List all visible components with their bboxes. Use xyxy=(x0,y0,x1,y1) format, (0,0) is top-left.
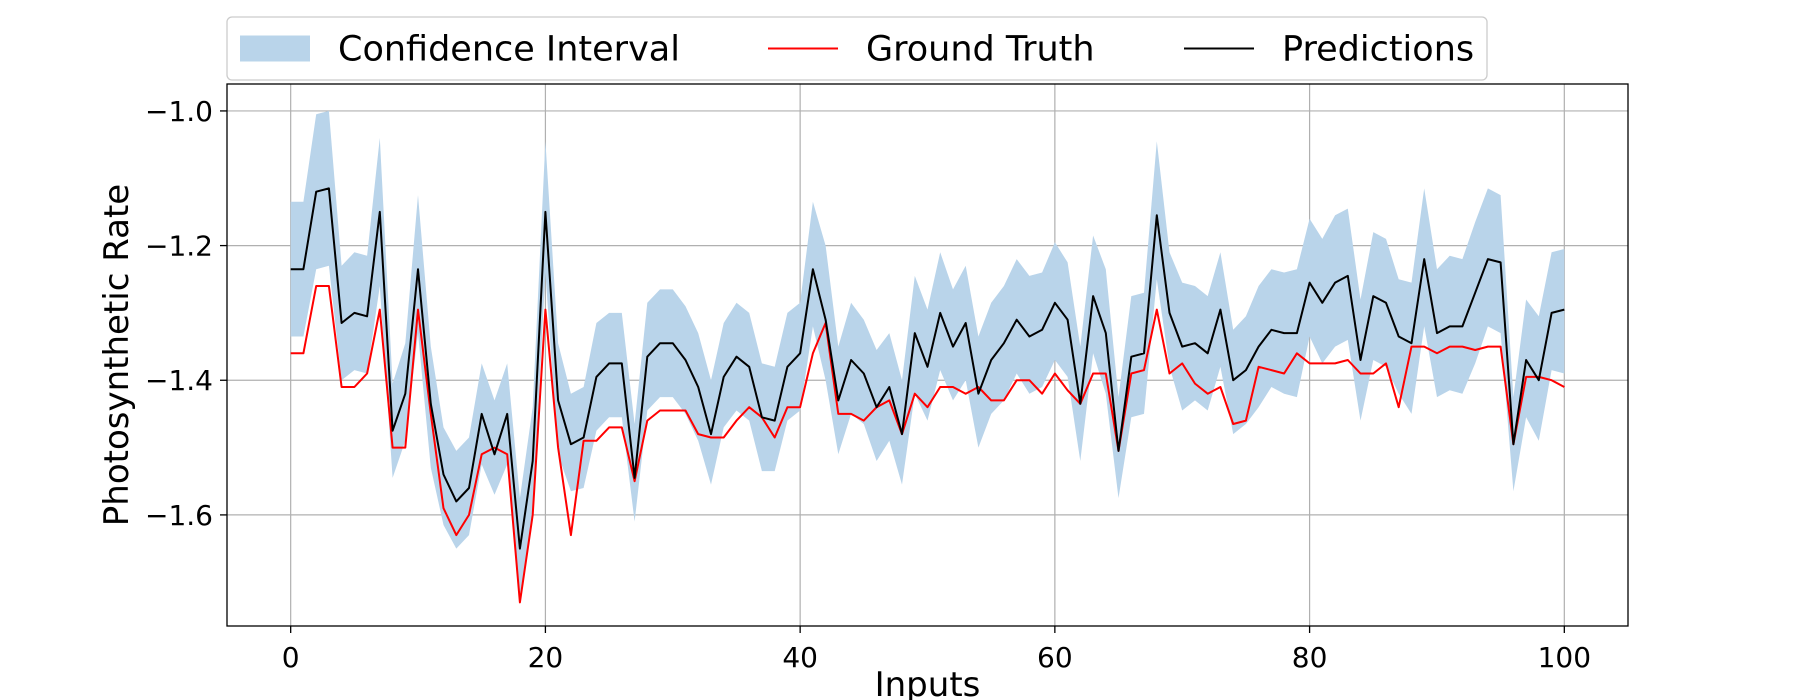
x-tick-label: 40 xyxy=(782,641,818,674)
legend: Confidence Interval Ground Truth Predictio… xyxy=(226,16,1488,81)
legend-label: Predictions xyxy=(1282,30,1474,70)
x-tick-label: 100 xyxy=(1538,641,1591,674)
confidence-interval-band xyxy=(290,110,1565,596)
predictions-line xyxy=(290,187,1565,550)
legend-item-band: Confidence Interval xyxy=(240,30,680,70)
legend-item-predictions: Predictions xyxy=(1184,30,1474,70)
y-tick-label: −1.2 xyxy=(145,230,213,263)
legend-band-swatch xyxy=(240,35,310,62)
x-tick-label: 0 xyxy=(282,641,300,674)
confidence-band-layer xyxy=(290,110,1565,596)
y-tick-label: −1.6 xyxy=(145,499,213,532)
legend-frame xyxy=(226,16,1488,81)
y-axis-label: Photosynthetic Rate xyxy=(97,184,137,526)
x-tick-label: 20 xyxy=(528,641,564,674)
y-tick-label: −1.4 xyxy=(145,364,213,397)
series-lines xyxy=(290,187,1565,604)
legend-item-ground-truth: Ground Truth xyxy=(768,30,1095,70)
plot-frame xyxy=(226,83,1629,627)
x-tick-label: 80 xyxy=(1292,641,1328,674)
x-tick-label: 60 xyxy=(1037,641,1073,674)
legend-label: Confidence Interval xyxy=(338,30,680,70)
legend-label: Ground Truth xyxy=(866,30,1095,70)
axis-ticks: 0 20 40 60 80 100 −1.6 −1.4 −1.2 −1.0 xyxy=(145,95,1591,674)
ground-truth-line xyxy=(290,285,1565,604)
x-axis-label: Inputs xyxy=(875,665,981,700)
y-tick-label: −1.0 xyxy=(145,95,213,128)
